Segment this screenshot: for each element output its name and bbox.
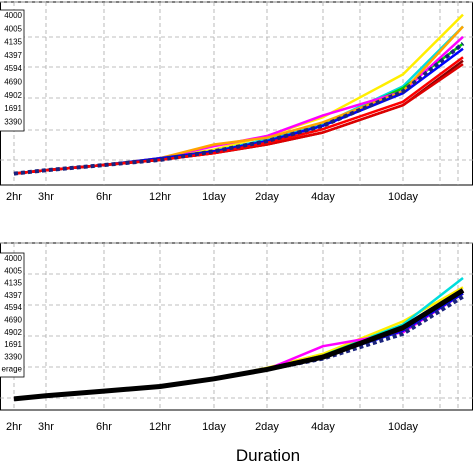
x-tick-label: 4day: [311, 421, 335, 433]
legend-label: 4397: [4, 51, 22, 60]
x-tick-label: 2day: [255, 191, 279, 203]
series-line: [13, 289, 464, 401]
x-axis-label: Duration: [236, 446, 300, 465]
legend-label: 4005: [4, 24, 22, 33]
bottom-panel: 2hr 3hr 6hr 12hr 1day 2day 4day 10day 4000 4005 41…: [0, 242, 473, 433]
series-line: [13, 289, 464, 401]
legend-label: 3390: [4, 117, 22, 126]
legend-label: 4594: [4, 64, 22, 73]
series-line: [13, 292, 464, 401]
x-tick-label: 6hr: [96, 421, 112, 433]
series-line: [13, 25, 464, 175]
series-line: [13, 56, 464, 175]
series-line: [13, 288, 465, 402]
legend-label: 4135: [4, 279, 22, 288]
legend-label: 4135: [4, 38, 22, 47]
legend-label: 4397: [4, 291, 22, 300]
x-tick-label: 3hr: [38, 191, 54, 203]
legend-label: 4000: [4, 254, 22, 263]
legend-label: 4902: [4, 91, 22, 100]
series-line: [13, 292, 464, 401]
x-tick-label: 10day: [388, 191, 418, 203]
x-tick-label: 12hr: [149, 191, 171, 203]
series-line: [13, 42, 465, 176]
legend-label: 1691: [4, 340, 22, 349]
legend-label: 4690: [4, 316, 22, 325]
series-line: [13, 286, 464, 401]
x-tick-label: 6hr: [96, 191, 112, 203]
x-tick-label: 10day: [388, 421, 418, 433]
series-line: [13, 277, 464, 401]
series-line: [13, 294, 465, 401]
x-tick-label: 2day: [255, 421, 279, 433]
x-tick-label: 2hr: [6, 421, 22, 433]
x-tick-label: 1day: [202, 191, 226, 203]
series-line: [13, 289, 464, 401]
legend-label: 3390: [4, 352, 22, 361]
series-line: [13, 289, 464, 401]
series-line: [13, 63, 464, 175]
legend-label: erage: [2, 365, 23, 374]
legend-box: [0, 252, 25, 378]
legend-label: 4000: [4, 11, 22, 20]
legend-label: 1691: [4, 104, 22, 113]
series-line: [13, 292, 464, 401]
top-panel: 2hr 3hr 6hr 12hr 1day 2day 4day 10day 4000 4005 41…: [0, 1, 473, 203]
x-tick-label: 1day: [202, 421, 226, 433]
legend-label: 4902: [4, 328, 22, 337]
legend-label: 4690: [4, 78, 22, 87]
x-tick-label: 3hr: [38, 421, 54, 433]
legend-box: [0, 9, 25, 132]
legend-label: 4005: [4, 266, 22, 275]
legend-label: 4594: [4, 303, 22, 312]
x-tick-label: 4day: [311, 191, 335, 203]
series-line: [13, 25, 464, 175]
x-tick-label: 2hr: [6, 191, 22, 203]
series-line: [13, 47, 464, 175]
x-tick-label: 12hr: [149, 421, 171, 433]
